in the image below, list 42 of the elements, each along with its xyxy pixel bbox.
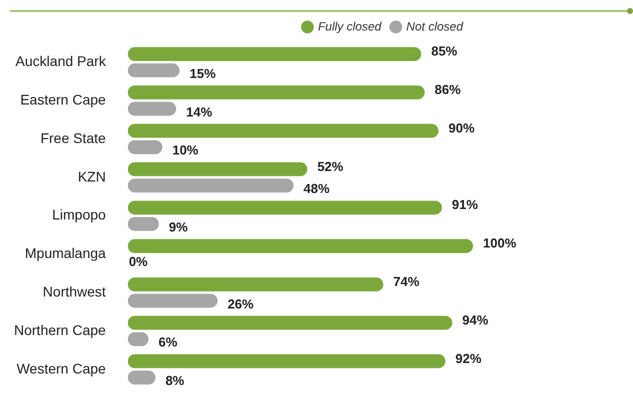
legend-label: Not closed (406, 19, 464, 34)
y-tick-label: KZN (78, 168, 106, 184)
y-tick-label: Auckland Park (16, 53, 107, 70)
bar (128, 124, 438, 138)
data-label: 6% (158, 334, 178, 350)
bar (128, 63, 180, 78)
data-label: 86% (434, 82, 462, 98)
bar (128, 354, 446, 368)
y-tick-label: Northern Cape (14, 322, 106, 338)
bar (128, 294, 218, 308)
bar (128, 162, 308, 176)
data-label: 26% (228, 296, 254, 312)
data-label: 90% (448, 120, 475, 136)
data-label: 100% (483, 236, 517, 251)
bar (128, 316, 452, 330)
bar (128, 200, 442, 215)
data-label: 94% (462, 312, 489, 328)
data-label: 0% (128, 254, 148, 269)
data-label: 92% (455, 350, 482, 366)
data-label: 8% (165, 373, 185, 388)
data-label: 15% (190, 66, 216, 81)
bar (128, 278, 384, 292)
y-tick-label: Free State (40, 130, 106, 146)
data-label: 14% (186, 104, 213, 120)
data-label: 10% (172, 142, 199, 158)
legend-label: Fully closed (318, 19, 382, 34)
data-label: 48% (304, 181, 330, 196)
y-tick-label: Limpopo (52, 206, 106, 223)
data-label: 52% (317, 158, 344, 174)
bar (128, 239, 473, 253)
data-label: 91% (452, 197, 478, 212)
data-label: 9% (168, 220, 188, 235)
data-label: 85% (431, 44, 458, 59)
y-tick-label: Western Cape (16, 360, 106, 376)
bar (128, 102, 176, 116)
y-tick-label: Mpumalanga (24, 245, 106, 262)
bar (128, 86, 425, 100)
bar (128, 178, 294, 192)
y-tick-label: Northwest (42, 283, 106, 300)
data-label: 74% (393, 274, 420, 290)
y-tick-label: Eastern Cape (20, 91, 106, 108)
bar (128, 47, 422, 61)
